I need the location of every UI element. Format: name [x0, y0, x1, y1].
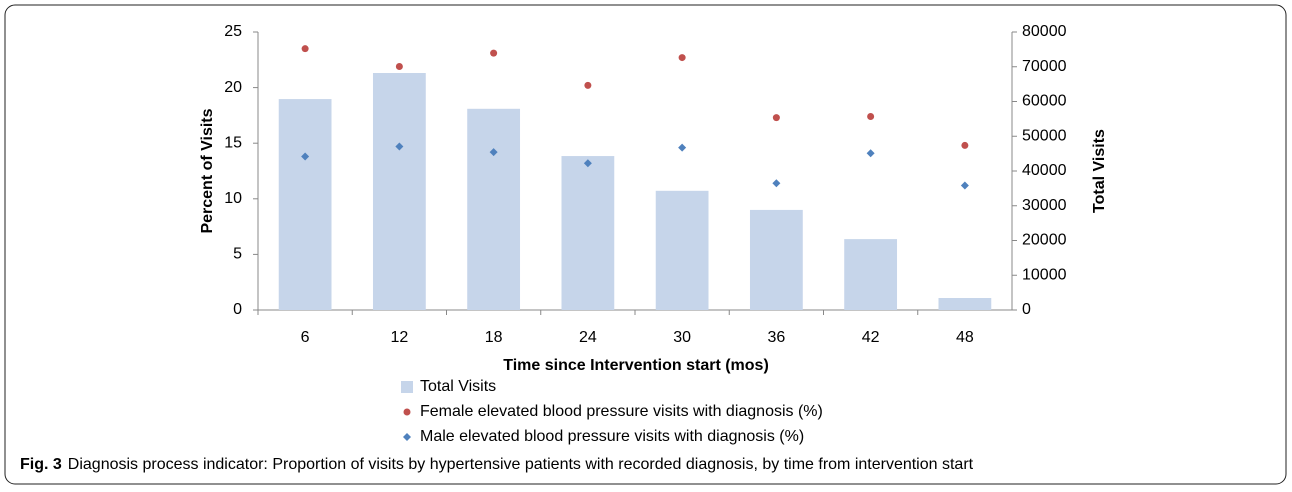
y2-tick-label: 80000: [1022, 23, 1067, 40]
y2-tick-label: 40000: [1022, 162, 1067, 179]
point: [678, 143, 687, 152]
x-tick-label: 30: [673, 329, 691, 346]
point: [583, 159, 592, 168]
y2-tick-label: 10000: [1022, 266, 1067, 283]
y-tick-label: 25: [224, 23, 242, 40]
point: [395, 62, 403, 70]
point: [490, 49, 498, 57]
legend-marker: [403, 433, 411, 441]
y2-tick-label: 50000: [1022, 127, 1067, 144]
y-axis-title: Percent of Visits: [199, 108, 216, 233]
x-tick-label: 24: [579, 329, 597, 346]
point: [960, 181, 969, 190]
point: [301, 45, 309, 53]
bar: [278, 99, 332, 310]
bar: [561, 156, 615, 310]
legend-marker: [403, 408, 411, 416]
point: [678, 54, 686, 62]
frame: [4, 4, 1287, 485]
legend-label: Total Visits: [420, 378, 496, 395]
caption-text: Diagnosis process indicator: Proportion …: [68, 456, 974, 473]
y-tick-label: 5: [233, 246, 242, 263]
x-tick-label: 42: [862, 329, 880, 346]
bar: [844, 239, 898, 310]
y2-tick-label: 70000: [1022, 58, 1067, 75]
y2-axis-title: Total Visits: [1091, 129, 1108, 213]
point: [772, 179, 781, 188]
y2-tick-label: 60000: [1022, 93, 1067, 110]
y2-tick-label: 20000: [1022, 232, 1067, 249]
point: [772, 114, 780, 122]
y2-tick-label: 30000: [1022, 197, 1067, 214]
bar: [655, 190, 709, 310]
point: [301, 152, 310, 161]
x-axis-title: Time since Intervention start (mos): [503, 357, 769, 374]
point: [584, 81, 592, 89]
y-tick-label: 0: [233, 301, 242, 318]
x-tick-label: 48: [956, 329, 974, 346]
y-tick-label: 15: [224, 134, 242, 151]
point: [395, 142, 404, 151]
legend-label: Female elevated blood pressure visits wi…: [420, 403, 823, 420]
point: [867, 113, 875, 121]
bar: [467, 108, 521, 310]
y2-tick-label: 0: [1022, 301, 1031, 318]
x-tick-label: 12: [390, 329, 408, 346]
y-tick-label: 10: [224, 190, 242, 207]
point: [489, 148, 498, 157]
x-tick-label: 18: [485, 329, 503, 346]
legend-label: Male elevated blood pressure visits with…: [420, 428, 804, 445]
legend-swatch: [401, 381, 413, 393]
x-tick-label: 36: [767, 329, 785, 346]
bar: [372, 73, 426, 310]
y-tick-label: 20: [224, 79, 242, 96]
bar: [749, 209, 803, 310]
point: [961, 141, 969, 149]
x-tick-label: 6: [301, 329, 310, 346]
caption-label: Fig. 3: [20, 456, 62, 473]
caption: Fig. 3 Diagnosis process indicator: Propo…: [20, 456, 974, 473]
point: [866, 149, 875, 158]
bar: [938, 298, 992, 310]
